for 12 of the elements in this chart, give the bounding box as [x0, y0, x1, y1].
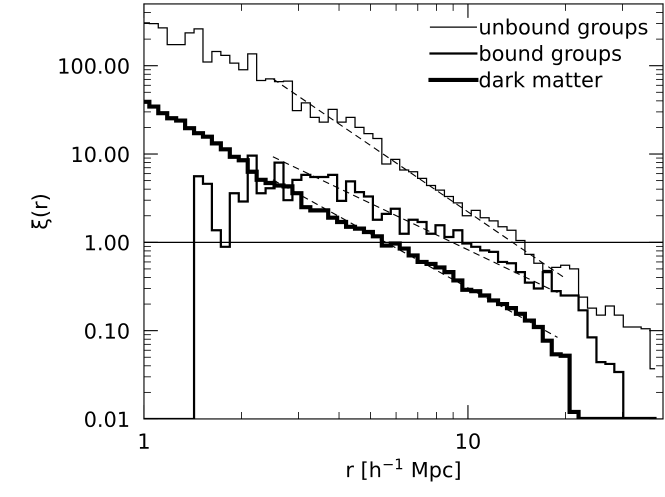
y-tick-label: 1.00 — [86, 234, 129, 251]
legend-label: unbound groups — [480, 18, 648, 39]
y-tick-label: 100.00 — [59, 58, 129, 74]
y-tick-label: 0.10 — [85, 323, 129, 339]
legend-label: bound groups — [480, 44, 621, 66]
x-axis-title: r [h$^{−1}$ Mpc] — [347, 458, 460, 482]
x-tick-label: 10 — [456, 433, 480, 449]
y-tick-label: 0.01 — [85, 411, 128, 428]
legend-label: dark matter — [480, 71, 602, 88]
x-tick-label: 1 — [140, 434, 149, 449]
y-tick-label: 10.00 — [72, 146, 129, 162]
y-axis-title: ξ(r) — [31, 195, 52, 229]
